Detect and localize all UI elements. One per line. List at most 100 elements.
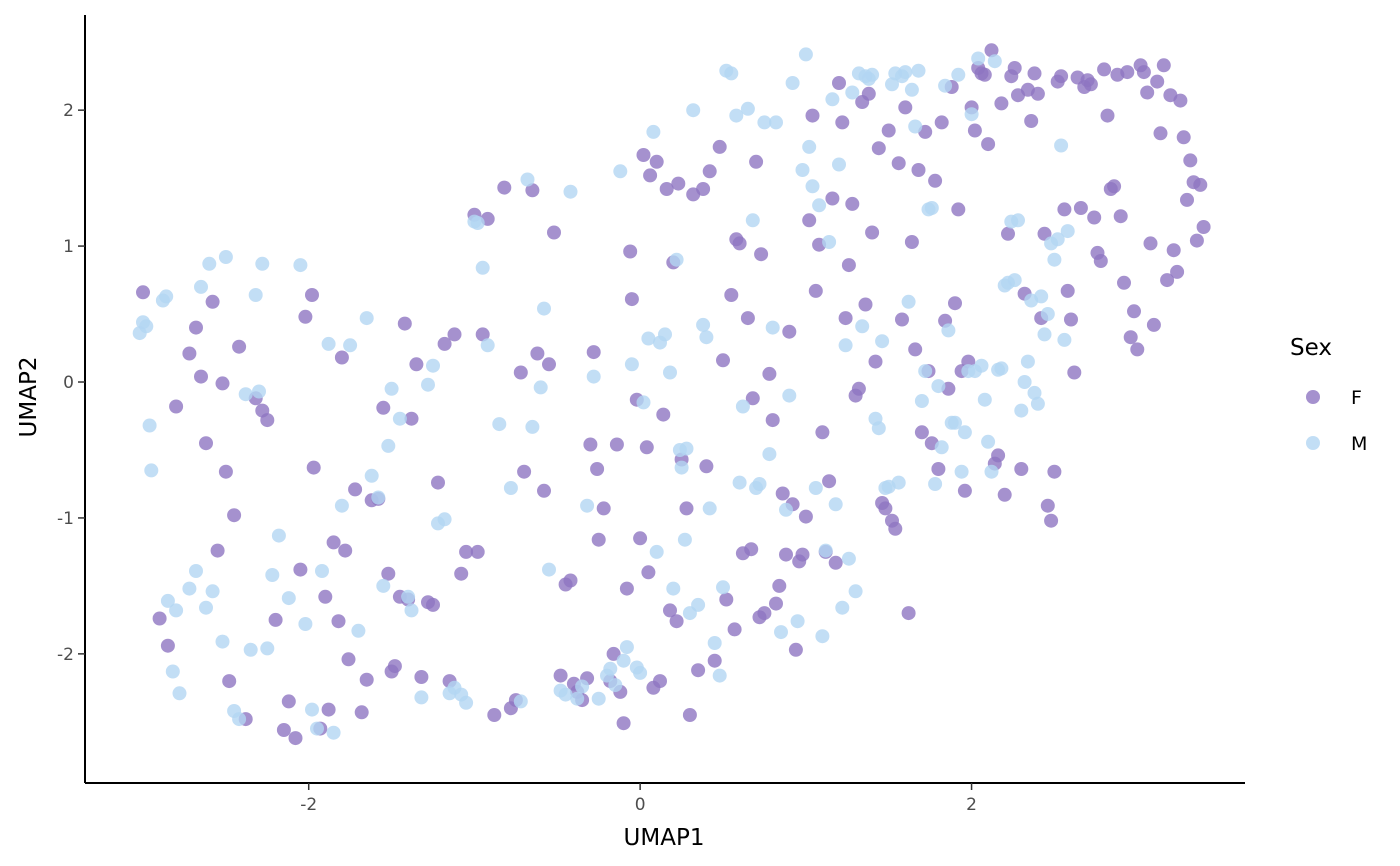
x-tick-label: 0 (635, 795, 646, 815)
point-F-176 (908, 342, 923, 357)
point-F-220 (1054, 69, 1069, 84)
point-M-84 (624, 357, 639, 372)
point-F-224 (1067, 365, 1082, 380)
point-M-135 (822, 235, 837, 249)
point-F-103 (659, 182, 674, 196)
point-F-170 (888, 521, 903, 536)
point-F-101 (653, 674, 667, 689)
point-F-243 (1130, 342, 1145, 357)
point-M-145 (855, 319, 870, 334)
point-F-145 (805, 108, 820, 123)
point-F-4 (182, 346, 197, 361)
point-M-108 (716, 580, 730, 595)
point-M-101 (686, 103, 701, 118)
point-M-113 (735, 399, 750, 414)
point-M-187 (994, 361, 1009, 376)
point-M-205 (1054, 138, 1069, 153)
point-F-241 (1123, 330, 1138, 345)
point-F-188 (948, 296, 962, 311)
legend-title: Sex (1290, 335, 1332, 361)
point-M-181 (974, 358, 989, 373)
point-F-14 (232, 339, 247, 354)
point-F-212 (1027, 66, 1042, 81)
point-F-194 (967, 123, 982, 138)
point-M-8 (165, 664, 180, 679)
point-M-158 (898, 65, 913, 80)
point-F-255 (1170, 264, 1185, 279)
point-F-9 (210, 543, 225, 558)
point-M-36 (326, 725, 341, 740)
point-F-106 (669, 614, 684, 629)
point-F-164 (868, 354, 883, 369)
point-F-242 (1127, 304, 1141, 319)
point-M-204 (1050, 232, 1065, 247)
point-M-103 (696, 317, 711, 332)
point-F-159 (851, 381, 866, 396)
data-points (132, 43, 1211, 746)
legend-key-M (1306, 436, 1320, 450)
point-M-20 (232, 712, 247, 727)
point-M-184 (984, 464, 999, 479)
point-F-11 (218, 464, 233, 479)
point-M-86 (633, 665, 648, 680)
point-M-150 (871, 421, 886, 436)
point-F-216 (1040, 498, 1055, 513)
point-M-110 (724, 66, 739, 81)
point-F-98 (643, 168, 658, 183)
point-M-182 (977, 392, 992, 407)
point-M-45 (384, 381, 399, 396)
point-F-7 (199, 436, 213, 451)
point-M-140 (838, 338, 853, 353)
y-tick-label: -1 (57, 509, 74, 529)
point-M-141 (841, 551, 856, 566)
point-F-23 (293, 562, 308, 577)
point-F-206 (1007, 61, 1022, 75)
point-M-59 (470, 216, 485, 230)
point-F-117 (712, 139, 727, 154)
point-M-159 (901, 294, 916, 309)
point-M-3 (142, 418, 157, 433)
point-F-52 (431, 475, 445, 490)
point-M-164 (918, 364, 933, 379)
point-F-125 (740, 311, 755, 326)
point-F-239 (1117, 275, 1131, 290)
point-F-31 (331, 614, 346, 629)
point-F-21 (281, 694, 296, 709)
point-F-178 (914, 425, 929, 440)
point-F-177 (911, 163, 926, 177)
point-M-29 (281, 591, 296, 606)
x-tick-label: 2 (966, 795, 977, 815)
point-F-199 (984, 43, 999, 58)
point-M-131 (808, 481, 823, 495)
point-M-93 (663, 365, 677, 380)
y-tick-label: 1 (63, 237, 74, 257)
point-M-133 (815, 629, 830, 644)
point-M-126 (790, 614, 805, 629)
point-F-89 (616, 716, 631, 731)
point-F-226 (1073, 201, 1088, 215)
point-F-232 (1093, 254, 1108, 268)
point-M-169 (934, 440, 949, 455)
point-M-83 (619, 640, 634, 655)
point-F-114 (699, 459, 714, 474)
point-F-151 (825, 191, 840, 206)
point-M-180 (971, 51, 986, 66)
point-F-84 (596, 501, 611, 516)
point-F-229 (1083, 77, 1098, 92)
point-M-60 (475, 260, 490, 275)
point-M-119 (762, 447, 777, 462)
point-F-135 (772, 578, 787, 593)
point-F-87 (609, 437, 624, 452)
point-F-197 (977, 67, 992, 82)
point-M-90 (649, 544, 664, 559)
point-M-201 (1040, 307, 1055, 321)
point-M-127 (795, 163, 810, 177)
point-F-104 (663, 603, 677, 618)
point-M-107 (712, 668, 727, 683)
point-M-41 (364, 468, 379, 483)
point-F-10 (215, 376, 230, 391)
point-F-48 (409, 357, 424, 372)
point-F-131 (757, 606, 772, 621)
point-M-112 (732, 475, 747, 490)
